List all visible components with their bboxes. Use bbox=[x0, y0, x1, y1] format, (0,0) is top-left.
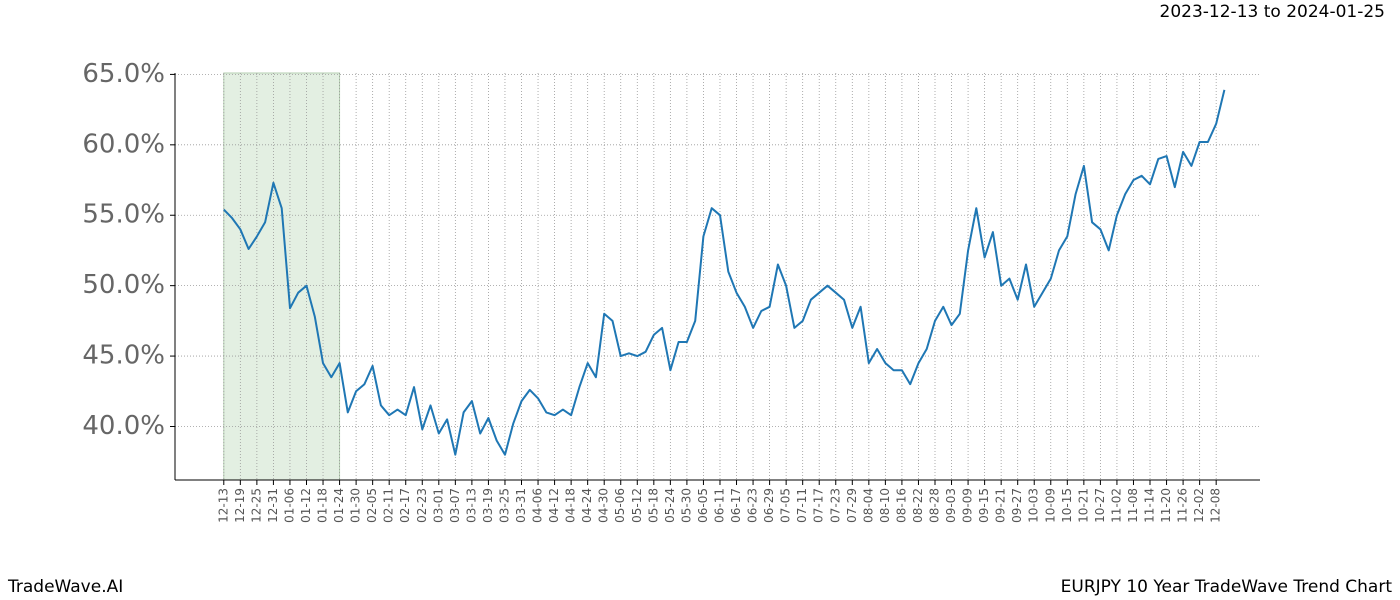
x-tick-label: 03-07 bbox=[448, 488, 462, 523]
x-tick-label: 09-15 bbox=[977, 488, 991, 523]
x-tick-label: 03-19 bbox=[481, 488, 495, 523]
x-tick-label: 11-14 bbox=[1143, 488, 1157, 523]
x-tick-label: 05-30 bbox=[679, 488, 693, 523]
x-tick-label: 09-03 bbox=[944, 488, 958, 523]
x-tick-label: 07-23 bbox=[828, 488, 842, 523]
x-tick-label: 06-29 bbox=[762, 488, 776, 523]
x-tick-label: 10-15 bbox=[1060, 488, 1074, 523]
x-tick-label: 11-20 bbox=[1159, 488, 1173, 523]
trend-line bbox=[223, 89, 1226, 456]
y-tick-label: 65.0% bbox=[82, 59, 165, 89]
x-tick-label: 05-12 bbox=[630, 488, 644, 523]
x-tick-label: 08-04 bbox=[861, 488, 875, 523]
x-tick-label: 03-01 bbox=[431, 488, 445, 523]
x-tick-label: 06-05 bbox=[696, 488, 710, 523]
y-tick-label: 40.0% bbox=[82, 411, 165, 441]
x-tick-label: 08-28 bbox=[927, 488, 941, 523]
x-tick-label: 02-23 bbox=[415, 488, 429, 523]
y-tick-label: 60.0% bbox=[82, 129, 165, 159]
x-tick-label: 01-12 bbox=[299, 488, 313, 523]
x-tick-label: 06-23 bbox=[746, 488, 760, 523]
chart-title: 2023-12-13 to 2024-01-25 bbox=[1160, 2, 1385, 22]
x-tick-label: 02-11 bbox=[382, 488, 396, 523]
y-tick-label: 50.0% bbox=[82, 270, 165, 300]
x-tick-label: 01-30 bbox=[349, 488, 363, 523]
x-tick-label: 12-13 bbox=[216, 488, 230, 523]
x-tick-label: 01-24 bbox=[332, 488, 346, 523]
x-tick-label: 10-27 bbox=[1093, 488, 1107, 523]
x-tick-label: 05-18 bbox=[646, 488, 660, 523]
y-tick-label: 45.0% bbox=[82, 341, 165, 371]
x-tick-label: 04-30 bbox=[597, 488, 611, 523]
x-tick-label: 04-18 bbox=[564, 488, 578, 523]
x-tick-label: 03-13 bbox=[464, 488, 478, 523]
x-tick-label: 08-10 bbox=[878, 488, 892, 523]
x-tick-label: 11-02 bbox=[1109, 488, 1123, 523]
x-tick-label: 09-27 bbox=[1010, 488, 1024, 523]
footer-left: TradeWave.AI bbox=[7, 577, 123, 597]
footer-right: EURJPY 10 Year TradeWave Trend Chart bbox=[1061, 577, 1393, 597]
x-tick-label: 03-31 bbox=[514, 488, 528, 523]
x-tick-label: 05-24 bbox=[663, 488, 677, 523]
x-tick-label: 09-21 bbox=[994, 488, 1008, 523]
x-tick-label: 10-09 bbox=[1043, 488, 1057, 523]
x-tick-label: 12-25 bbox=[249, 488, 263, 523]
x-tick-label: 07-05 bbox=[779, 488, 793, 523]
x-tick-label: 12-02 bbox=[1192, 488, 1206, 523]
x-tick-label: 08-16 bbox=[894, 488, 908, 523]
x-tick-label: 11-08 bbox=[1126, 488, 1140, 523]
x-tick-label: 03-25 bbox=[497, 488, 511, 523]
y-tick-label: 55.0% bbox=[82, 200, 165, 230]
x-tick-label: 11-26 bbox=[1176, 488, 1190, 523]
x-tick-label: 07-11 bbox=[795, 488, 809, 523]
x-tick-label: 04-12 bbox=[547, 488, 561, 523]
x-tick-label: 07-29 bbox=[845, 488, 859, 523]
x-tick-label: 06-11 bbox=[712, 488, 726, 523]
x-tick-label: 01-18 bbox=[316, 488, 330, 523]
x-tick-label: 10-21 bbox=[1076, 488, 1090, 523]
x-tick-label: 12-19 bbox=[233, 488, 247, 523]
x-tick-label: 07-17 bbox=[812, 488, 826, 523]
x-tick-label: 08-22 bbox=[911, 488, 925, 523]
x-tick-label: 10-03 bbox=[1027, 488, 1041, 523]
x-tick-label: 12-08 bbox=[1209, 488, 1223, 523]
highlight-band bbox=[223, 72, 341, 481]
x-tick-label: 02-17 bbox=[398, 488, 412, 523]
x-tick-label: 01-06 bbox=[282, 488, 296, 523]
x-tick-label: 02-05 bbox=[365, 488, 379, 523]
x-tick-label: 09-09 bbox=[961, 488, 975, 523]
x-tick-label: 04-24 bbox=[580, 488, 594, 523]
x-tick-label: 12-31 bbox=[266, 488, 280, 523]
x-tick-label: 04-06 bbox=[531, 488, 545, 523]
x-tick-label: 05-06 bbox=[613, 488, 627, 523]
x-tick-label: 06-17 bbox=[729, 488, 743, 523]
